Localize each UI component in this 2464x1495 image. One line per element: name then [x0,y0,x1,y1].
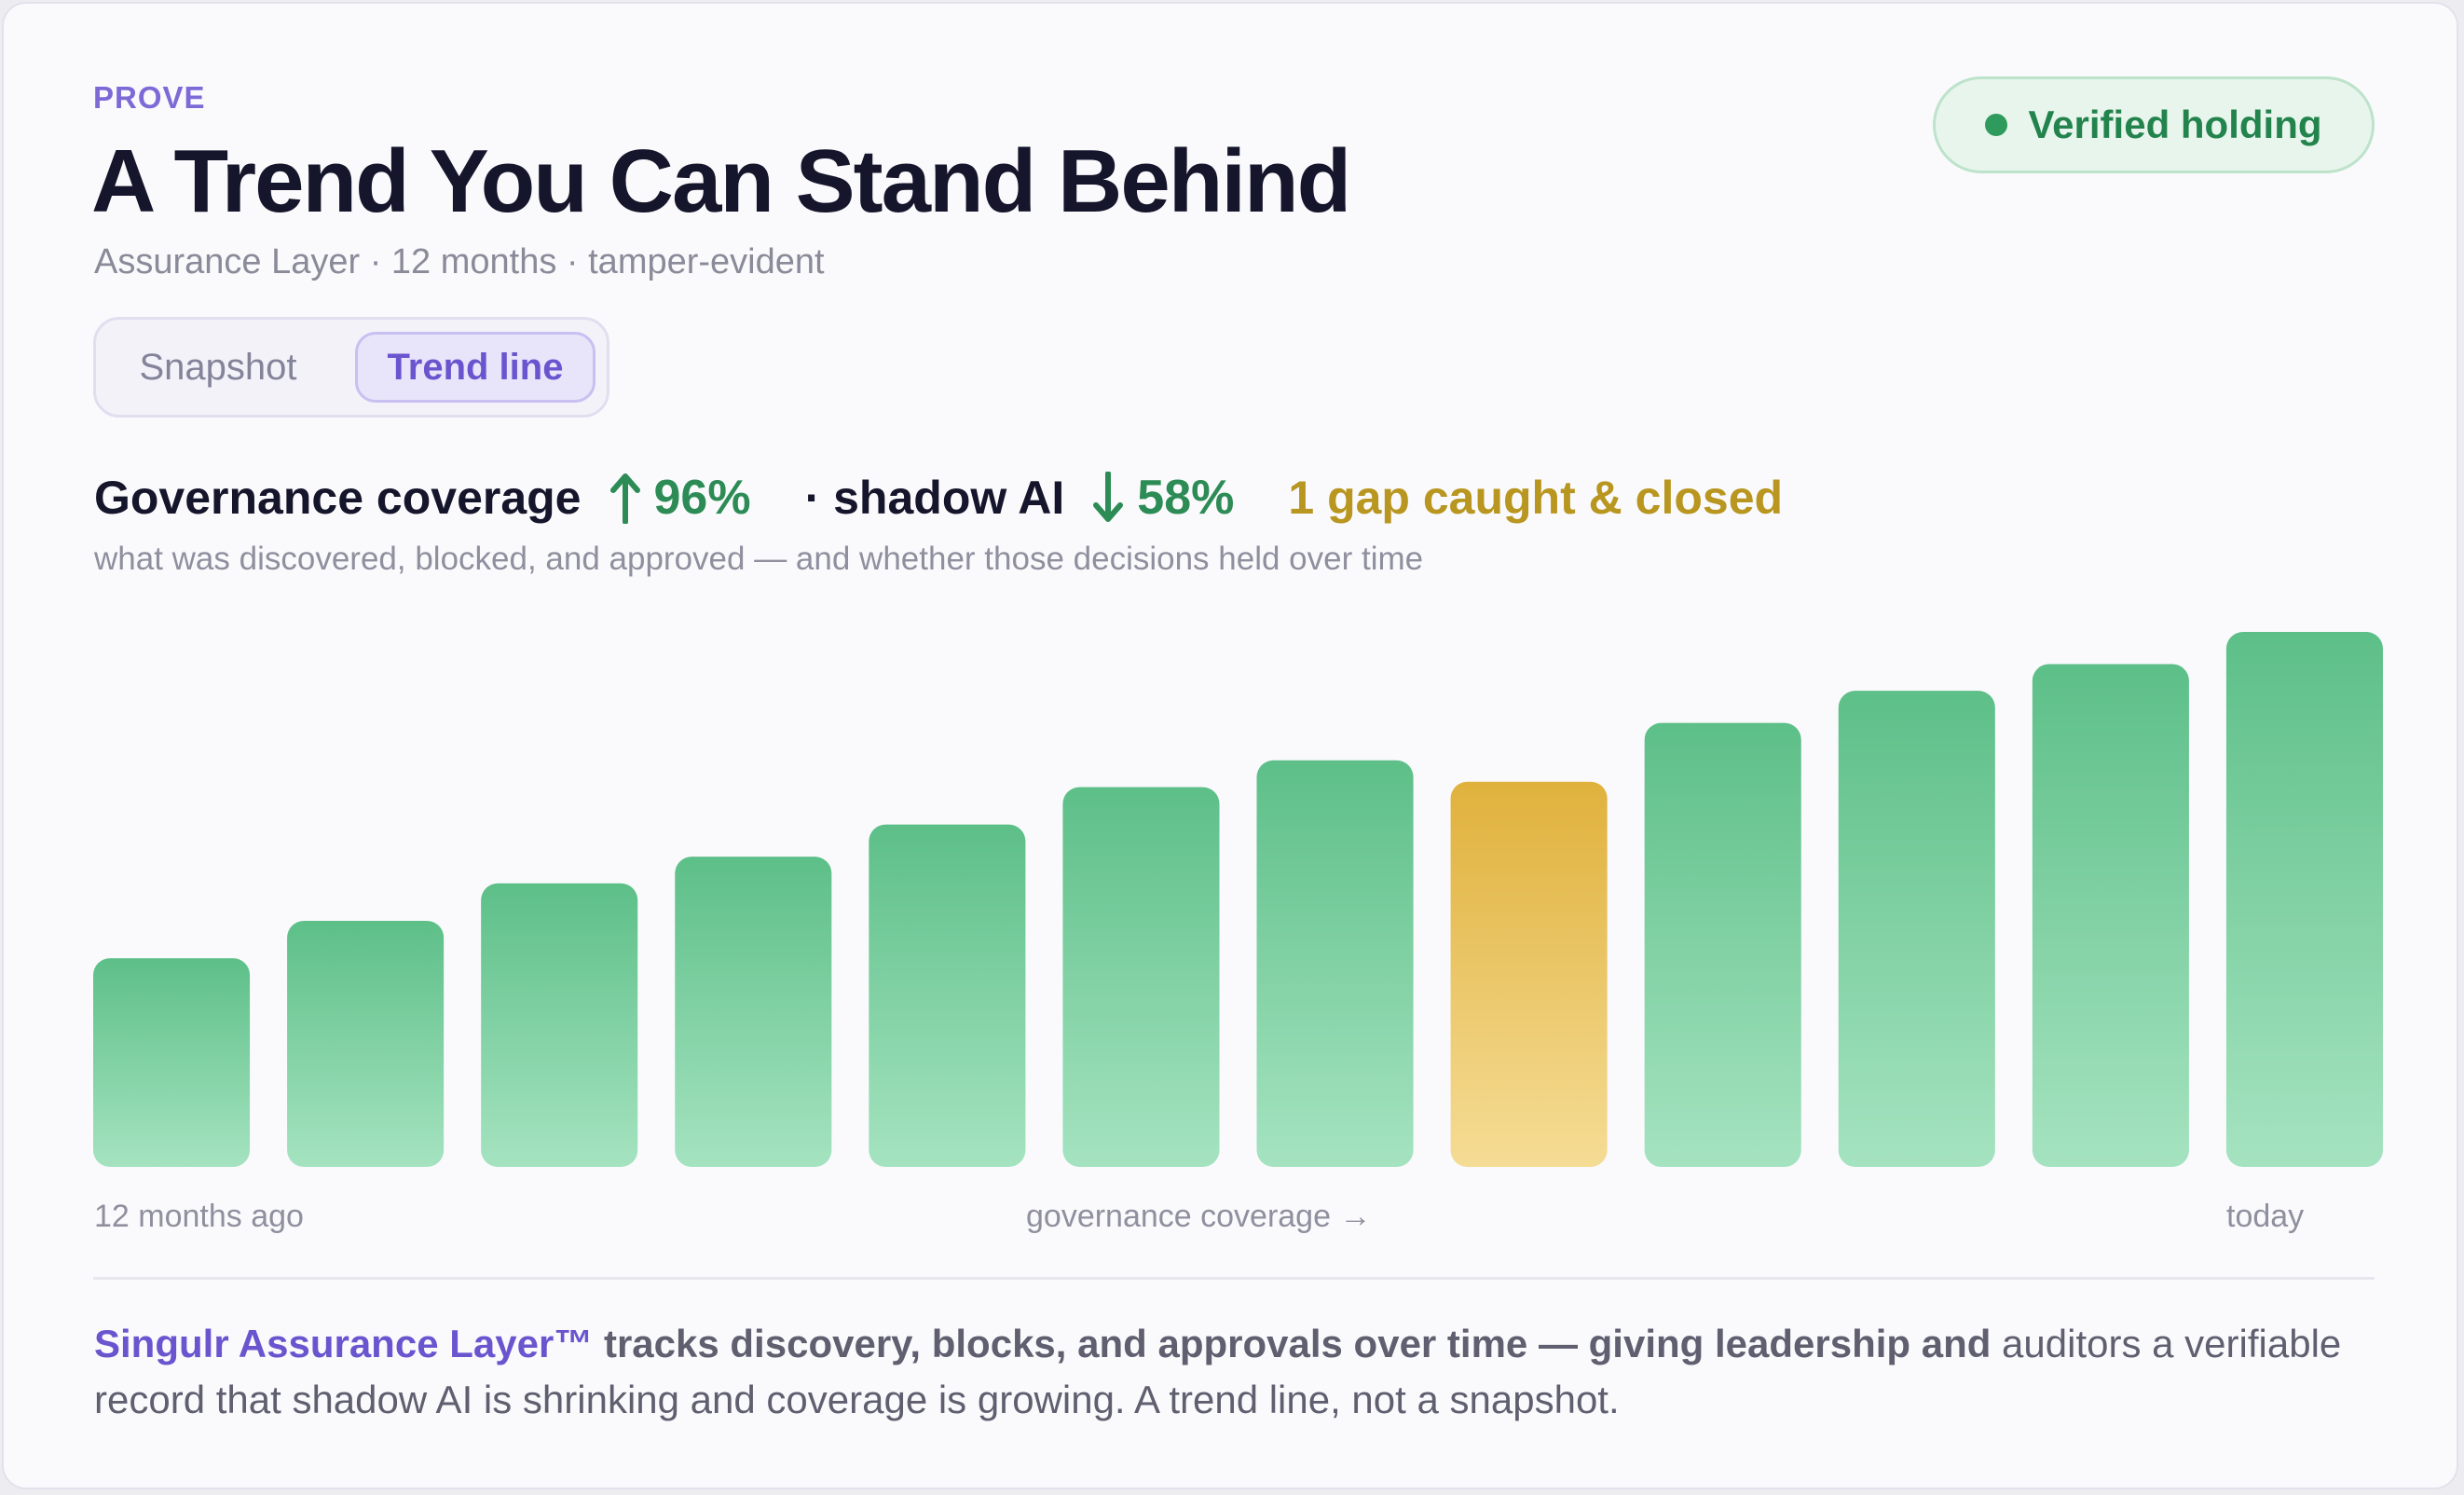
status-badge-label: Verified holding [2028,103,2322,146]
divider [93,1277,2375,1280]
toggle-trend-line-button[interactable]: Trend line [355,332,595,403]
arrow-down-icon [1093,472,1124,522]
page-title: A Trend You Can Stand Behind [91,131,1351,231]
gap-note: 1 gap caught & closed [1288,472,1784,524]
coverage-value: 96% [653,471,751,525]
shadow-ai-label: · shadow AI [804,472,1065,524]
bar-month-3 [481,883,638,1167]
bar-month-12 [2225,632,2383,1167]
arrow-up-icon [609,473,640,524]
coverage-label: Governance coverage [94,472,582,524]
bar-month-7 [1256,760,1414,1167]
bar-month-2 [287,920,445,1167]
page-subtitle: Assurance Layer · 12 months · tamper-evi… [94,242,825,281]
footer-lead: tracks discovery, blocks, and approvals … [593,1322,1992,1365]
view-toggle: Snapshot Trend line [93,317,609,418]
status-badge: Verified holding [1933,76,2375,173]
x-axis-title: governance coverage → [1026,1199,1372,1234]
section-eyebrow: PROVE [93,80,206,115]
toggle-snapshot-button[interactable]: Snapshot [139,346,297,388]
bar-month-4 [675,857,832,1167]
bar-month-11 [2032,664,2189,1167]
bar-gap-caught [1450,781,1608,1167]
bar-month-5 [869,824,1026,1167]
chart-caption: what was discovered, blocked, and approv… [94,541,1424,577]
x-axis-start-label: 12 months ago [94,1199,304,1234]
status-dot-icon [1985,114,2008,136]
bar-month-6 [1062,787,1220,1167]
footer-description: Singulr Assurance Layer™ tracks discover… [94,1316,2368,1428]
stats-row: Governance coverage 96% · shadow AI 58% … [94,460,1783,535]
footer-rest: auditors a verifiable record that shadow… [94,1322,2342,1421]
x-axis-end-label: today [2226,1199,2305,1234]
bar-month-1 [93,958,251,1167]
bar-month-9 [1644,722,1801,1167]
bar-month-10 [1838,691,1995,1167]
coverage-bar-chart [93,632,2383,1167]
footer-brand: Singulr Assurance Layer™ [94,1322,594,1365]
shadow-ai-value: 58% [1137,471,1235,525]
